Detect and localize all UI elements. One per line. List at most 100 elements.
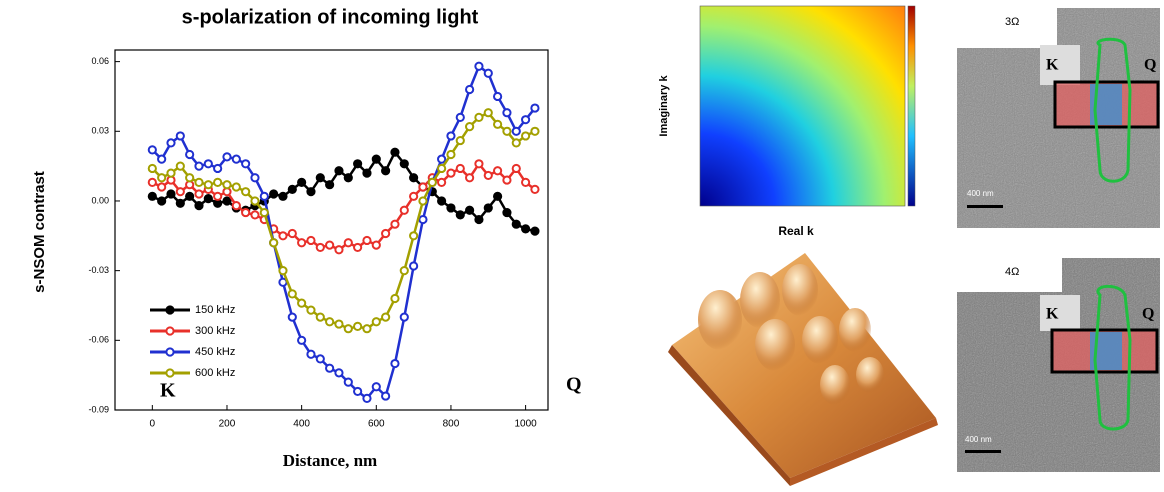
- data-point: [231, 182, 241, 192]
- data-point: [474, 112, 484, 122]
- image-q: Q: [1144, 57, 1156, 74]
- y-axis-label: s-NSOM contrast: [31, 171, 48, 293]
- data-point: [166, 138, 176, 148]
- chart-title: s-polarization of incoming light: [182, 6, 479, 28]
- data-point: [409, 173, 419, 183]
- data-point: [147, 191, 157, 201]
- data-point: [381, 312, 391, 322]
- data-point: [325, 317, 335, 327]
- image-k: K: [1046, 306, 1059, 323]
- data-point: [185, 149, 195, 160]
- data-point: [231, 201, 241, 211]
- data-point: [493, 119, 503, 129]
- data-point: [306, 187, 316, 197]
- data-point: [521, 131, 531, 141]
- data-point: [521, 224, 531, 234]
- y-tick-label: 0.06: [91, 56, 109, 66]
- data-point: [455, 135, 465, 146]
- data-point: [521, 115, 531, 125]
- data-point: [306, 349, 316, 359]
- data-point: [203, 180, 213, 190]
- data-point: [465, 84, 475, 95]
- data-point: [297, 298, 307, 308]
- data-point: [269, 238, 279, 248]
- legend-marker: [165, 368, 175, 378]
- data-point: [530, 126, 540, 136]
- data-point: [157, 196, 167, 206]
- data-point: [222, 152, 232, 162]
- data-point: [147, 163, 157, 174]
- data-point: [493, 191, 503, 201]
- data-point: [250, 173, 260, 183]
- data-point: [315, 242, 325, 253]
- data-point: [278, 266, 288, 276]
- data-point: [502, 126, 512, 136]
- data-point: [399, 266, 409, 276]
- data-point: [213, 163, 223, 174]
- data-point: [306, 305, 316, 315]
- data-point: [297, 177, 307, 187]
- data-point: [399, 159, 409, 169]
- data-point: [437, 163, 447, 174]
- image-4omega: 4Ω K Q 400 nm: [957, 258, 1160, 472]
- data-point: [259, 207, 269, 218]
- data-point: [222, 180, 232, 190]
- data-point: [250, 196, 260, 206]
- data-point: [194, 161, 204, 171]
- data-point: [390, 293, 400, 304]
- data-point: [175, 187, 185, 197]
- data-point: [315, 312, 325, 322]
- legend-label: 600 kHz: [195, 367, 235, 379]
- data-point: [362, 324, 372, 334]
- data-point: [493, 166, 503, 176]
- data-point: [474, 214, 484, 225]
- data-point: [437, 177, 447, 187]
- image-3omega: 3Ω K Q 400 nm: [957, 8, 1160, 228]
- data-point: [213, 177, 223, 187]
- data-point: [334, 368, 344, 378]
- data-point: [334, 319, 344, 329]
- data-point: [446, 203, 456, 213]
- y-tick-label: 0.03: [91, 126, 109, 136]
- data-point: [437, 196, 447, 206]
- data-point: [455, 210, 465, 220]
- data-point: [353, 386, 363, 397]
- data-point: [381, 228, 391, 239]
- data-point: [157, 173, 167, 183]
- data-point: [511, 126, 521, 136]
- data-point: [250, 210, 260, 220]
- y-tick-label: 0.00: [91, 195, 109, 205]
- data-point: [353, 159, 363, 169]
- surface-3d: [668, 253, 938, 486]
- x-tick-label: 600: [368, 419, 385, 430]
- x-tick-label: 0: [150, 419, 156, 430]
- data-point: [315, 354, 325, 364]
- image-label: 3Ω: [1005, 16, 1019, 28]
- data-point: [175, 161, 185, 171]
- data-point: [390, 219, 400, 229]
- data-point: [446, 168, 456, 178]
- data-point: [287, 228, 297, 239]
- data-point: [213, 191, 223, 201]
- data-point: [287, 312, 297, 322]
- x-tick-label: 1000: [514, 419, 537, 430]
- legend-label: 150 kHz: [195, 304, 235, 316]
- data-point: [203, 159, 213, 169]
- data-point: [502, 207, 512, 218]
- y-tick-label: -0.09: [88, 404, 109, 414]
- data-point: [530, 226, 540, 236]
- data-point: [371, 154, 381, 164]
- data-point: [287, 289, 297, 299]
- data-point: [259, 191, 269, 201]
- data-point: [455, 163, 465, 174]
- data-point: [465, 122, 475, 132]
- heatmap: [699, 5, 906, 207]
- data-point: [371, 382, 381, 392]
- data-point: [362, 393, 372, 403]
- legend-marker: [165, 305, 175, 315]
- data-point: [455, 112, 465, 122]
- data-point: [194, 201, 204, 211]
- data-point: [334, 245, 344, 255]
- legend-label: 450 kHz: [195, 346, 235, 358]
- series-line: [151, 161, 536, 252]
